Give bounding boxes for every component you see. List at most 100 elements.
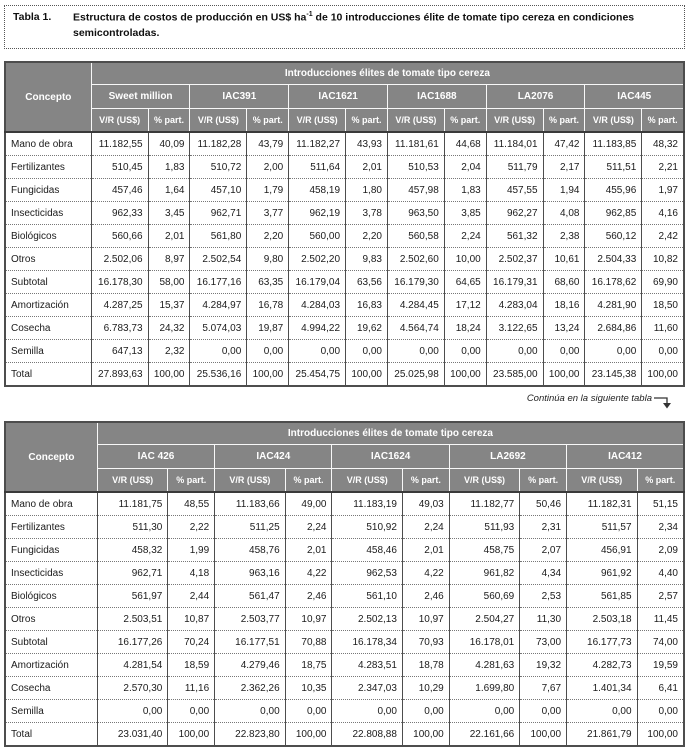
pct-value: 44,68 (443, 132, 487, 156)
table-row: Otros 2.502,06 8,97 2.502,54 9,80 2.502,20 9,8… (4, 247, 685, 271)
pct-value: 2,21 (641, 155, 685, 179)
pct-value: 10,00 (443, 247, 487, 271)
row-label: Biológicos (4, 224, 92, 248)
pct-value: 51,15 (636, 492, 685, 516)
pct-value: 2,44 (167, 584, 216, 608)
vr-header: V/R (US$) (96, 468, 169, 493)
row-label: Total (4, 362, 92, 387)
table-row: Fungicidas 457,46 1,64 457,10 1,79 458,19 1,80… (4, 178, 685, 202)
pct-value: 18,24 (443, 316, 487, 340)
vr-value: 2.503,18 (566, 607, 638, 631)
vr-value: 458,75 (448, 538, 521, 562)
pct-value: 9,80 (246, 247, 290, 271)
pct-header: % part. (519, 468, 568, 493)
pct-value: 40,09 (147, 132, 191, 156)
vr-value: 561,85 (566, 584, 638, 608)
vr-value: 16.177,73 (566, 630, 638, 654)
pct-value: 13,24 (542, 316, 586, 340)
vr-value: 962,85 (584, 201, 643, 225)
group-header: Introducciones élites de tomate tipo cer… (96, 421, 685, 445)
vr-value: 458,32 (96, 538, 169, 562)
pct-value: 3,45 (147, 201, 191, 225)
vr-value: 22.161,66 (448, 722, 521, 747)
vr-value: 4.281,63 (448, 653, 521, 677)
pct-value: 4,40 (636, 561, 685, 585)
vr-value: 2.504,33 (584, 247, 643, 271)
vr-value: 2.347,03 (331, 676, 403, 700)
pct-value: 63,35 (246, 270, 290, 294)
vr-value: 560,58 (386, 224, 445, 248)
vr-value: 511,93 (448, 515, 521, 539)
table-row: Semilla 647,13 2,32 0,00 0,00 0,00 0,00 0,00 0,0… (4, 339, 685, 363)
vr-value: 2.503,77 (214, 607, 286, 631)
vr-value: 962,71 (189, 201, 248, 225)
pct-value: 0,00 (401, 699, 450, 723)
caption-number: Tabla 1. (13, 11, 52, 23)
pct-value: 100,00 (519, 722, 568, 747)
table-row: Amortización 4.281,54 18,59 4.279,46 18,75 4.… (4, 653, 685, 677)
pct-header: % part. (641, 108, 685, 133)
vr-value: 11.183,85 (584, 132, 643, 156)
pct-value: 0,00 (542, 339, 586, 363)
pct-value: 10,87 (167, 607, 216, 631)
pct-value: 70,93 (401, 630, 450, 654)
vr-value: 4.279,46 (214, 653, 286, 677)
pct-value: 10,35 (284, 676, 333, 700)
pct-value: 9,83 (345, 247, 388, 271)
cultivar-header: LA2692 (448, 444, 568, 469)
cultivar-header: IAC 426 (96, 444, 216, 469)
row-label: Mano de obra (4, 132, 92, 156)
vr-value: 560,12 (584, 224, 643, 248)
vr-value: 4.281,90 (584, 293, 643, 317)
vr-value: 2.362,26 (214, 676, 286, 700)
vr-value: 455,96 (584, 178, 643, 202)
pct-value: 68,60 (542, 270, 586, 294)
pct-value: 16,78 (246, 293, 290, 317)
pct-value: 2,20 (345, 224, 388, 248)
pct-value: 100,00 (636, 722, 685, 747)
row-label: Total (4, 722, 98, 747)
pct-value: 2,46 (401, 584, 450, 608)
vr-value: 4.281,54 (96, 653, 169, 677)
vr-value: 4.282,73 (566, 653, 638, 677)
vr-value: 962,71 (96, 561, 169, 585)
continuation-text: Continúa en la siguiente tabla (526, 393, 652, 404)
row-label: Fertilizantes (4, 155, 92, 179)
vr-value: 2.502,54 (189, 247, 248, 271)
vr-value: 511,30 (96, 515, 169, 539)
pct-value: 18,78 (401, 653, 450, 677)
down-arrow-icon (654, 397, 671, 409)
vr-value: 11.182,31 (566, 492, 638, 516)
vr-value: 560,69 (448, 584, 521, 608)
pct-value: 3,77 (246, 201, 290, 225)
vr-value: 11.182,55 (90, 132, 149, 156)
pct-header: % part. (284, 468, 333, 493)
pct-value: 19,87 (246, 316, 290, 340)
vr-value: 1.401,34 (566, 676, 638, 700)
pct-value: 0,00 (246, 339, 290, 363)
pct-value: 15,37 (147, 293, 191, 317)
pct-value: 58,00 (147, 270, 191, 294)
vr-value: 11.183,19 (331, 492, 403, 516)
continuation-note: Continúa en la siguiente tabla (4, 393, 675, 409)
table-row: Fertilizantes 510,45 1,83 510,72 2,00 511,64 2… (4, 155, 685, 179)
pct-value: 63,56 (345, 270, 388, 294)
pct-value: 2,01 (284, 538, 333, 562)
table-row: Semilla 0,00 0,00 0,00 0,00 0,00 0,00 0,00 0,00 0… (4, 699, 685, 723)
vr-value: 16.179,04 (288, 270, 347, 294)
pct-value: 100,00 (147, 362, 191, 387)
vr-value: 16.178,01 (448, 630, 521, 654)
pct-header: % part. (147, 108, 191, 133)
pct-value: 69,90 (641, 270, 685, 294)
pct-header: % part. (443, 108, 487, 133)
table-row: Cosecha 6.783,73 24,32 5.074,03 19,87 4.994,2… (4, 316, 685, 340)
row-label: Semilla (4, 339, 92, 363)
vr-value: 2.502,20 (288, 247, 347, 271)
vr-value: 560,66 (90, 224, 149, 248)
cultivar-header: IAC1624 (331, 444, 450, 469)
vr-value: 4.284,45 (386, 293, 445, 317)
vr-value: 22.808,88 (331, 722, 403, 747)
pct-value: 2,20 (246, 224, 290, 248)
vr-header: V/R (US$) (485, 108, 544, 133)
table-row: Cosecha 2.570,30 11,16 2.362,26 10,35 2.347,0… (4, 676, 685, 700)
